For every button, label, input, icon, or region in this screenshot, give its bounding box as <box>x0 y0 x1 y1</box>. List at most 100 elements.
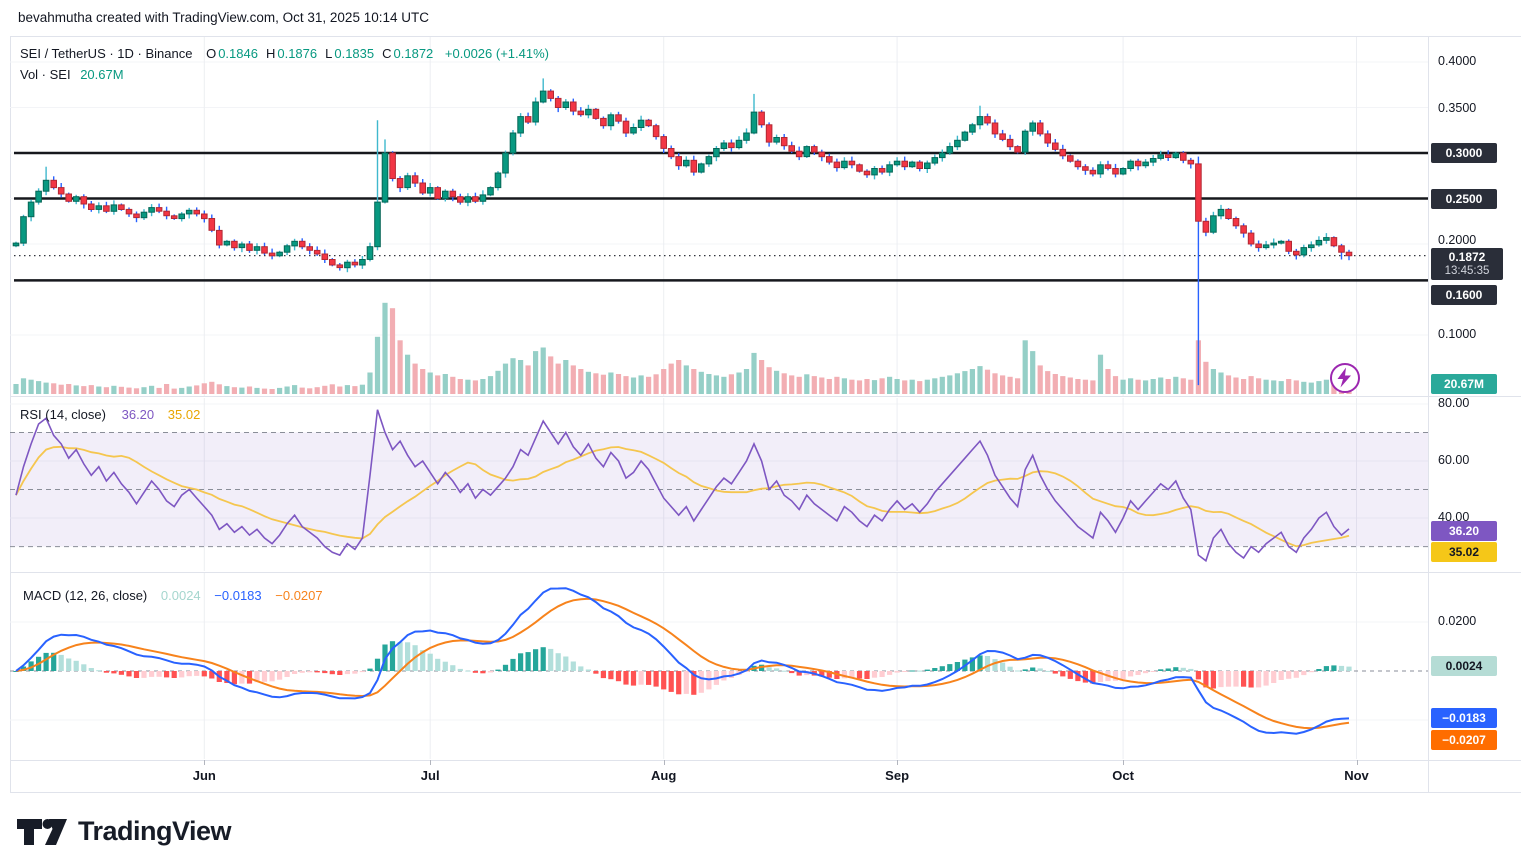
volume-bar <box>36 381 42 394</box>
volume-bar <box>1128 378 1134 394</box>
macd-histogram-bar <box>1286 671 1292 679</box>
rsi-pane[interactable] <box>10 398 1428 571</box>
tradingview-logo[interactable]: TradingView <box>16 816 232 847</box>
candle-body <box>1247 232 1255 245</box>
volume-bar <box>555 363 561 394</box>
month-label-aug[interactable]: Aug <box>651 768 677 783</box>
volume-bar <box>600 374 606 394</box>
macd-histogram-bar <box>623 671 629 685</box>
volume-bar <box>984 369 991 394</box>
rsi-price-badge: 36.20 <box>1431 521 1497 541</box>
month-tick <box>1123 760 1125 765</box>
candle-body <box>178 213 185 220</box>
macd-histogram-bar <box>585 669 591 671</box>
candle-body <box>118 204 125 210</box>
candle-body <box>517 116 524 134</box>
candle-body <box>261 246 268 254</box>
dark-price-badge: 0.1600 <box>1431 285 1497 305</box>
candle-body <box>185 209 193 215</box>
volume-bar <box>450 376 456 394</box>
volume-bar <box>615 374 622 394</box>
volume-bar <box>646 376 652 394</box>
tradingview-logo-text: TradingView <box>78 816 232 846</box>
price-pane[interactable] <box>10 37 1428 396</box>
candle-body <box>1225 208 1232 219</box>
candle-body <box>984 116 991 124</box>
macd-histogram-bar <box>902 671 908 672</box>
candle-body <box>479 194 487 202</box>
volume-bar <box>103 387 109 394</box>
macd-histogram-bar <box>66 658 72 671</box>
candle-body <box>607 114 615 127</box>
macd-pane[interactable] <box>10 573 1428 759</box>
macd-histogram-bar <box>1090 671 1096 684</box>
macd-histogram-bar <box>502 664 509 671</box>
candle-body <box>283 245 291 253</box>
volume-bar <box>1135 379 1141 394</box>
macd-legend[interactable]: MACD (12, 26, close) 0.0024 −0.0183 −0.0… <box>23 588 323 603</box>
candle-body <box>1270 242 1278 246</box>
volume-bar <box>1263 379 1269 394</box>
volume-bar <box>269 389 275 394</box>
candle-body <box>1134 160 1142 167</box>
volume-bar <box>171 388 177 394</box>
volume-bar <box>292 385 298 394</box>
candle-body <box>426 187 434 194</box>
candle-body <box>12 242 20 247</box>
macd-histogram-bar <box>1120 671 1126 680</box>
candle-body <box>155 207 163 212</box>
lightning-icon <box>1337 367 1351 388</box>
volume-bar <box>111 385 117 394</box>
ohlc-label: O <box>206 46 217 61</box>
volume-legend[interactable]: Vol · SEI 20.67M <box>20 67 124 82</box>
macd-histogram-bar <box>374 658 381 671</box>
macd-histogram-bar <box>1248 671 1254 688</box>
volume-bar <box>1022 340 1028 394</box>
symbol-legend[interactable]: SEI / TetherUS · 1D · Binance O 0.1846 H 0.… <box>20 46 549 61</box>
candle-body <box>336 264 344 269</box>
volume-bar <box>81 386 87 394</box>
lightning-marker-button[interactable] <box>1330 363 1360 393</box>
volume-bar <box>864 379 870 394</box>
macd-histogram-bar <box>322 671 328 674</box>
pane-separator-1[interactable] <box>10 396 1521 397</box>
volume-bar <box>1082 379 1088 394</box>
month-label-nov[interactable]: Nov <box>1344 768 1369 783</box>
candle-body <box>743 132 750 141</box>
attribution-text: bevahmutha created with TradingView.com,… <box>18 10 429 25</box>
macd-histogram-bar <box>977 655 983 671</box>
candle-body <box>811 146 818 153</box>
volume-bar <box>156 387 162 394</box>
volume-bar <box>548 356 554 394</box>
macd-histogram-bar <box>1323 666 1329 671</box>
macd-histogram-bar <box>992 659 998 671</box>
candle-body <box>780 137 788 147</box>
macd-histogram-bar <box>593 671 599 674</box>
pane-separator-2[interactable] <box>10 572 1521 573</box>
candle-body <box>396 178 404 189</box>
candle-body <box>1338 245 1345 253</box>
month-label-jul[interactable]: Jul <box>420 768 440 783</box>
candle-body <box>434 187 441 200</box>
volume-bar <box>939 376 945 394</box>
macd-price-badge: −0.0183 <box>1431 708 1497 728</box>
candle-body <box>201 213 208 220</box>
month-tick <box>1356 760 1358 765</box>
candle-body <box>622 120 630 134</box>
month-label-jun[interactable]: Jun <box>192 768 216 783</box>
volume-bar <box>796 376 802 394</box>
volume-bar <box>902 380 908 394</box>
candle-body <box>268 252 276 257</box>
month-label-oct[interactable]: Oct <box>1112 768 1134 783</box>
time-axis[interactable]: Jun Jul Aug Sep Oct Nov <box>10 760 1428 792</box>
macd-histogram-bar <box>728 671 734 678</box>
volume-bar <box>480 379 486 394</box>
rsi-legend[interactable]: RSI (14, close) 36.20 35.02 <box>20 407 200 422</box>
volume-bar <box>352 386 358 394</box>
candle-body <box>238 243 246 249</box>
macd-histogram-bar <box>864 671 870 679</box>
candle-body <box>193 209 200 215</box>
macd-histogram-bar <box>164 671 170 678</box>
month-label-sep[interactable]: Sep <box>885 768 910 783</box>
macd-histogram-bar <box>1075 671 1081 682</box>
